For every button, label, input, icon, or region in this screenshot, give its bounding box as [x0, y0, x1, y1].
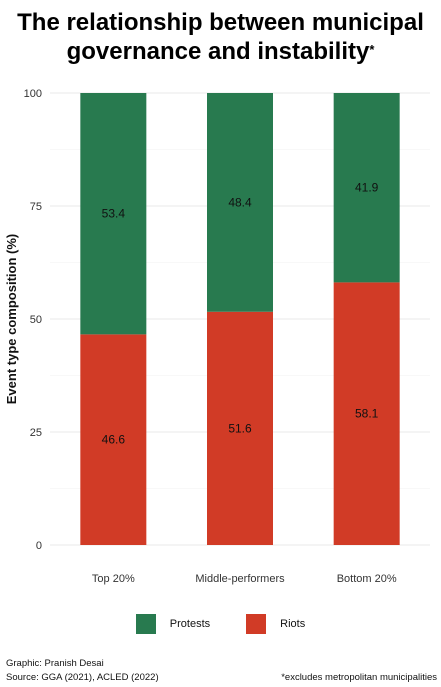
legend-item-riots: Riots [246, 614, 305, 634]
y-tick-label: 25 [30, 427, 42, 439]
chart-title: The relationship between municipal gover… [0, 8, 441, 66]
stacked-bar-chart: 0 25 50 75 100 Event type composition (%) 46.6… [4, 88, 430, 585]
y-tick-label: 50 [30, 314, 42, 326]
legend-label-riots: Riots [280, 618, 306, 630]
data-label-riots: 51.6 [228, 421, 252, 435]
legend-swatch-riots [246, 614, 267, 634]
legend-label-protests: Protests [169, 618, 211, 630]
bar-segment-riots [80, 334, 147, 545]
data-label-protests: 48.4 [228, 195, 252, 209]
x-tick-label: Top 20% [92, 573, 135, 585]
source-note: Source: GGA (2021), ACLED (2022) [6, 672, 159, 683]
bar-segment-protests [80, 93, 147, 335]
y-tick-label: 0 [36, 540, 42, 552]
legend: Protests Riots [0, 614, 441, 634]
data-label-protests: 41.9 [355, 181, 379, 195]
footer-credits: Graphic: Pranish Desai Source: GGA (2021… [6, 657, 159, 685]
title-footnote-mark: * [369, 42, 375, 57]
data-label-riots: 46.6 [102, 433, 126, 447]
y-tick-label: 100 [24, 88, 42, 100]
data-label-protests: 53.4 [102, 207, 126, 221]
footnote: *excludes metropolitan municipalities [281, 672, 437, 683]
chart-title-text: The relationship between municipal gover… [17, 9, 424, 65]
bar-segment-riots [207, 311, 273, 545]
x-tick-label: Middle-performers [195, 573, 285, 585]
y-tick-label: 75 [30, 201, 42, 213]
bar-segment-riots [333, 282, 400, 545]
legend-swatch-protests [135, 614, 156, 634]
bar-segment-protests [333, 93, 400, 283]
x-tick-label: Bottom 20% [337, 573, 397, 585]
bar-segment-protests [207, 93, 273, 312]
legend-item-protests: Protests [135, 614, 211, 634]
y-axis-title: Event type composition (%) [4, 234, 19, 404]
data-label-riots: 58.1 [355, 407, 379, 421]
graphic-credit: Graphic: Pranish Desai [6, 658, 104, 669]
